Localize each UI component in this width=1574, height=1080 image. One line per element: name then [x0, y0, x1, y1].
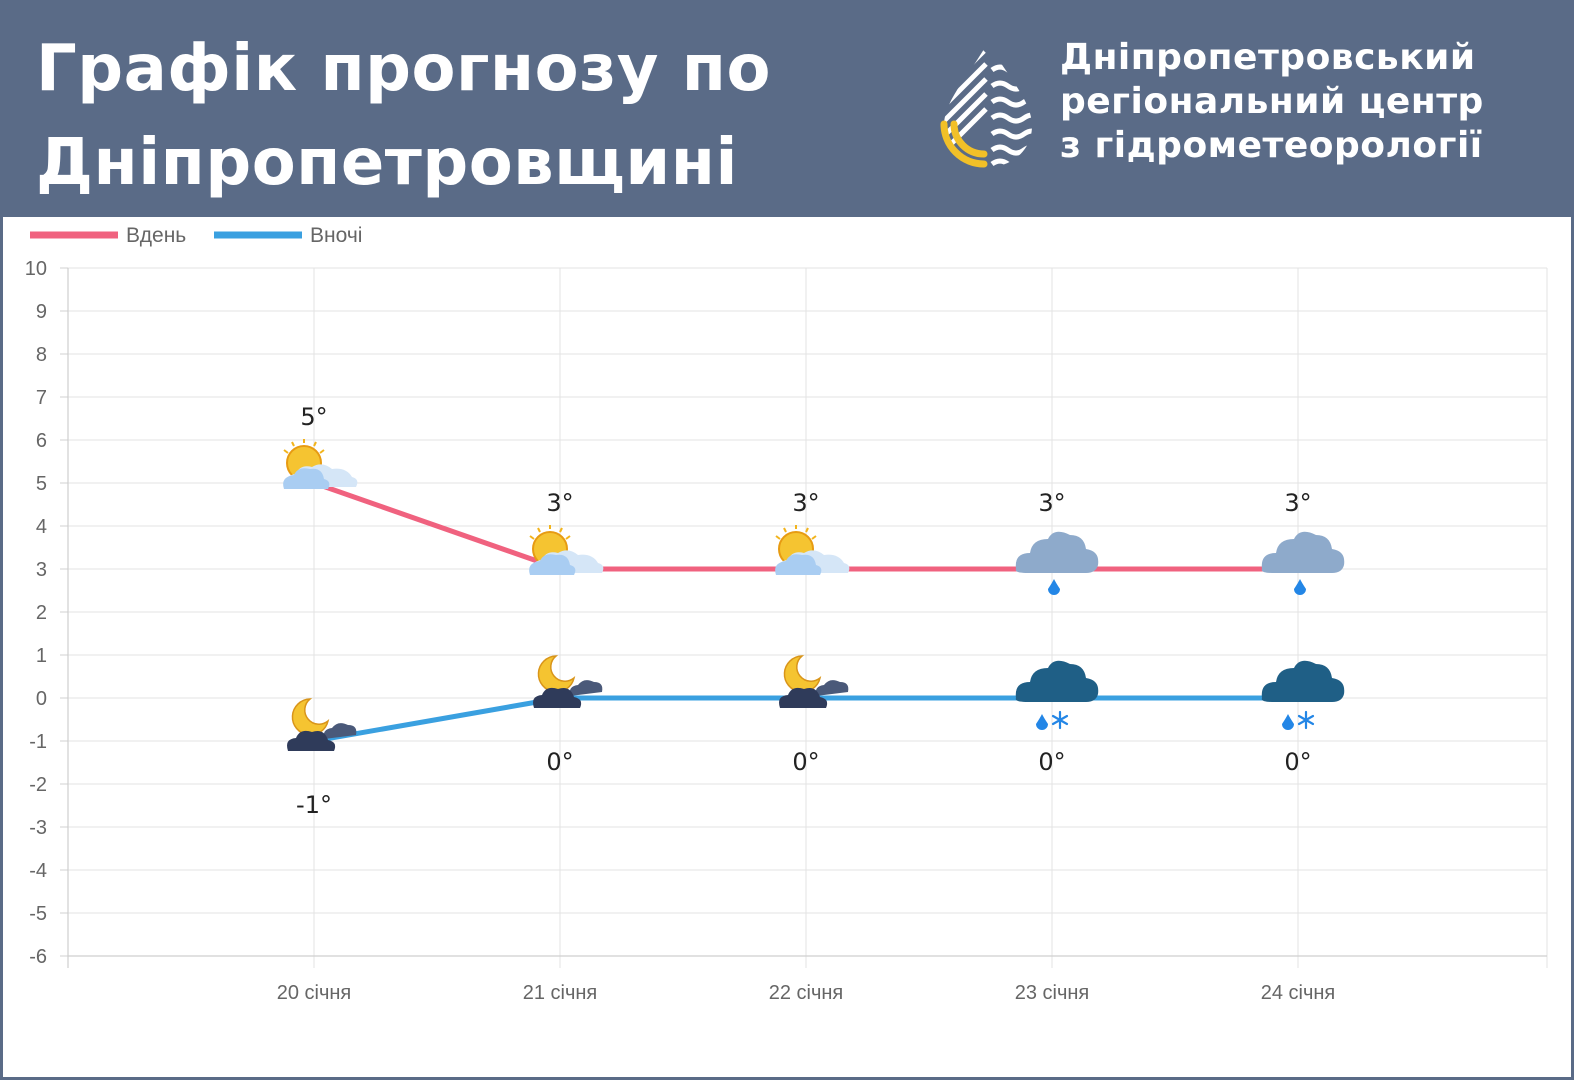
- data-label: 0°: [1038, 748, 1065, 776]
- x-tick-label: 21 січня: [523, 982, 598, 1004]
- cloud-rain-icon: [1261, 531, 1345, 595]
- data-label: -1°: [296, 791, 332, 819]
- legend-item-day[interactable]: Вдень: [30, 224, 186, 247]
- y-tick-label: -3: [29, 817, 47, 839]
- night-cloudy-moon-icon: [779, 655, 849, 708]
- partly-cloudy-sun-icon: [775, 525, 850, 575]
- data-label: 0°: [546, 748, 573, 776]
- legend-label-night: Вночі: [310, 224, 362, 247]
- y-tick-label: -5: [29, 903, 47, 925]
- y-tick-label: -4: [29, 860, 47, 882]
- y-tick-label: 3: [36, 559, 47, 581]
- y-tick-label: 2: [36, 602, 47, 624]
- data-label: 3°: [1038, 489, 1065, 517]
- legend-item-night[interactable]: Вночі: [214, 224, 362, 247]
- page-title: Графік прогнозу по Дніпропетровщині: [36, 22, 771, 210]
- y-tick-label: 10: [25, 258, 47, 280]
- grid: [67, 267, 1548, 968]
- partly-cloudy-sun-icon: [283, 439, 358, 489]
- legend: Вдень Вночі: [30, 224, 362, 247]
- y-tick-label: 9: [36, 301, 47, 323]
- data-label: 5°: [300, 403, 327, 431]
- cloud-rain-icon: [1015, 531, 1099, 595]
- data-label: 3°: [792, 489, 819, 517]
- y-tick-label: 6: [36, 430, 47, 452]
- x-tick-label: 23 січня: [1015, 982, 1090, 1004]
- y-tick-label: 4: [36, 516, 47, 538]
- data-label: 0°: [792, 748, 819, 776]
- legend-label-day: Вдень: [126, 224, 186, 247]
- organization-name: Дніпропетровський регіональний центр з г…: [1060, 36, 1484, 168]
- data-label: 3°: [1284, 489, 1311, 517]
- weather-icons: [283, 439, 1345, 751]
- y-tick-label: -6: [29, 946, 47, 968]
- data-labels: 5° 3° 3° 3° 3° -1° 0° 0° 0° 0°: [296, 403, 1312, 819]
- night-cloudy-moon-icon: [533, 655, 603, 708]
- y-tick-label: 1: [36, 645, 47, 667]
- x-tick-label: 20 січня: [277, 982, 352, 1004]
- org-line-3: з гідрометеорології: [1060, 125, 1483, 166]
- y-tick-label: 7: [36, 387, 47, 409]
- y-tick-label: 5: [36, 473, 47, 495]
- night-cloudy-moon-icon: [287, 698, 357, 751]
- hydromet-logo-icon: [940, 42, 1032, 168]
- data-label: 0°: [1284, 748, 1311, 776]
- partly-cloudy-sun-icon: [529, 525, 604, 575]
- org-line-1: Дніпропетровський: [1060, 37, 1476, 78]
- x-tick-label: 24 січня: [1261, 982, 1336, 1004]
- cloud-rain-snow-icon: [1261, 660, 1345, 730]
- title-line-1: Графік прогнозу по: [36, 32, 771, 106]
- x-tick-label: 22 січня: [769, 982, 844, 1004]
- title-line-2: Дніпропетровщині: [36, 126, 738, 200]
- y-tick-label: 0: [36, 688, 47, 710]
- header-band: Графік прогнозу по Дніпропетровщині: [0, 0, 1574, 217]
- org-line-2: регіональний центр: [1060, 81, 1484, 122]
- cloud-rain-snow-icon: [1015, 660, 1099, 730]
- data-label: 3°: [546, 489, 573, 517]
- y-tick-label: -1: [29, 731, 47, 753]
- x-axis: 20 січня 21 січня 22 січня 23 січня 24 січня: [68, 955, 1547, 1004]
- y-tick-label: -2: [29, 774, 47, 796]
- y-tick-label: 8: [36, 344, 47, 366]
